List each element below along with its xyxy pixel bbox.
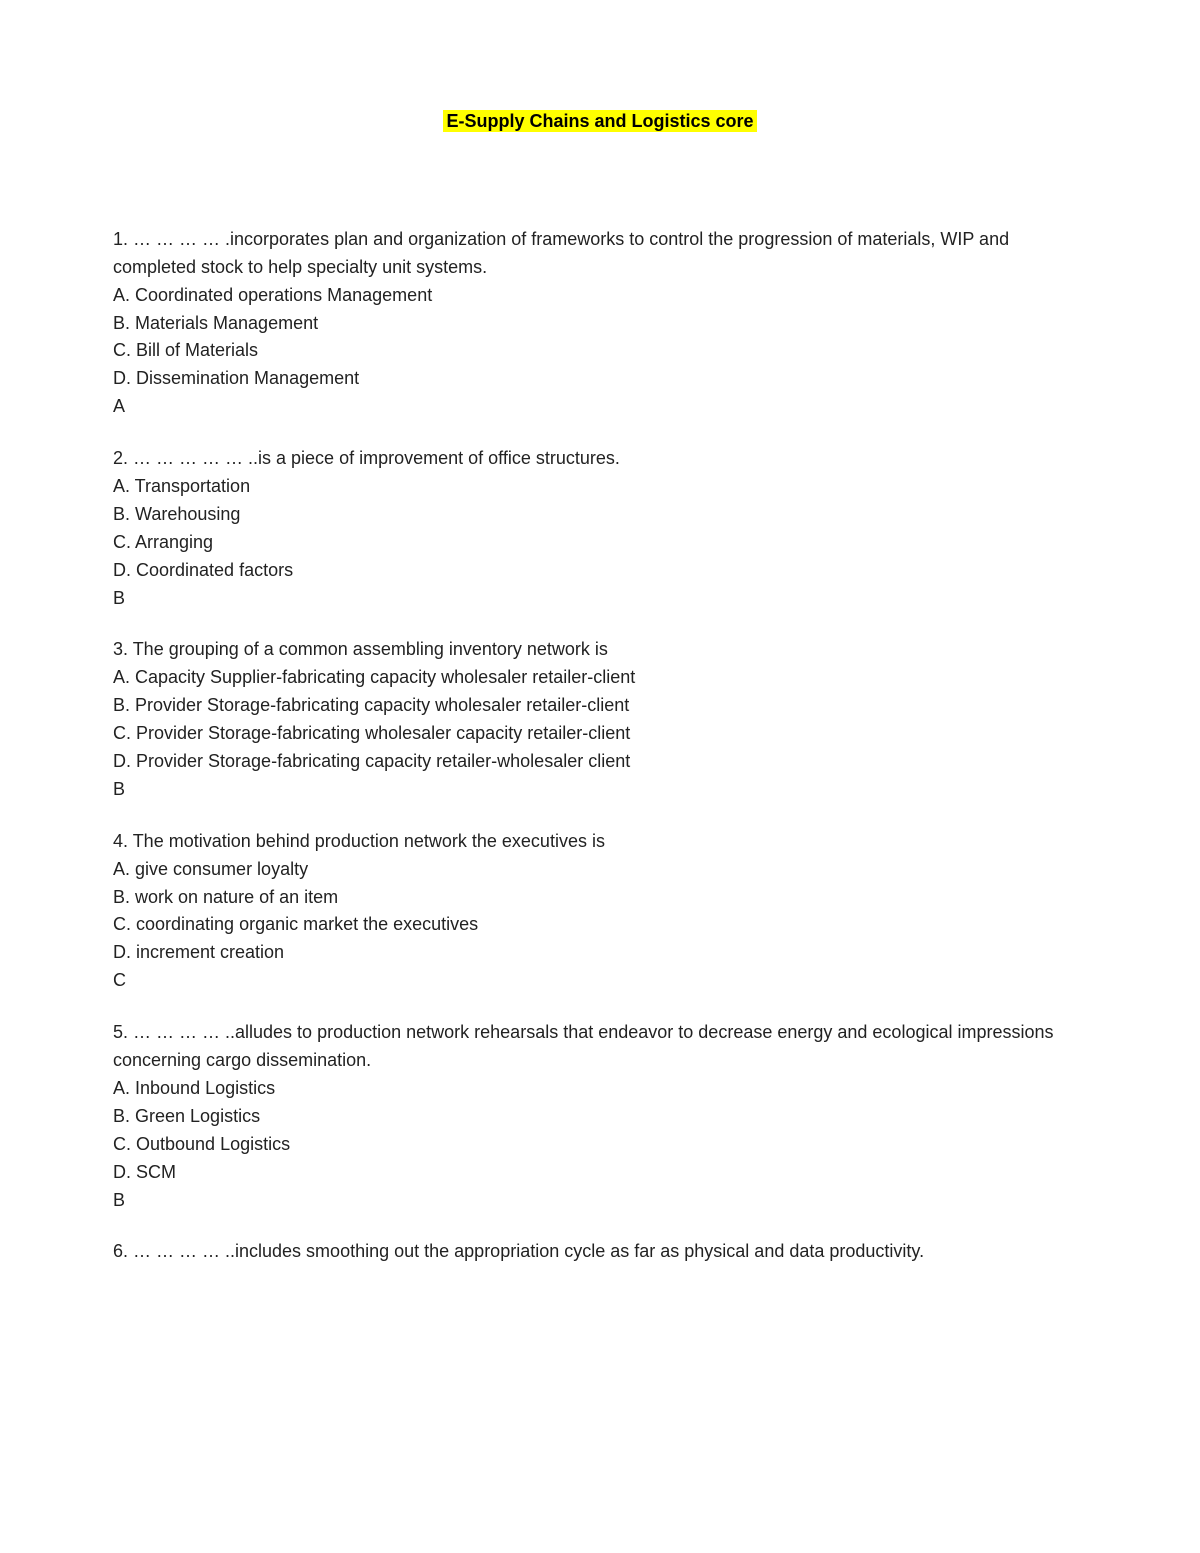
question-option: D. Provider Storage-fabricating capacity… — [113, 748, 1087, 776]
question-prompt: 6. … … … … ..includes smoothing out the … — [113, 1238, 1087, 1266]
page-title: E-Supply Chains and Logistics core — [443, 110, 756, 132]
question-answer: A — [113, 393, 1087, 421]
question-option: D. Coordinated factors — [113, 557, 1087, 585]
question-option: B. Materials Management — [113, 310, 1087, 338]
question-prompt: 1. … … … … .incorporates plan and organi… — [113, 226, 1087, 282]
questions-container: 1. … … … … .incorporates plan and organi… — [113, 226, 1087, 1266]
title-container: E-Supply Chains and Logistics core — [113, 108, 1087, 136]
question-option: A. Transportation — [113, 473, 1087, 501]
question-option: C. Outbound Logistics — [113, 1131, 1087, 1159]
question-option: A. Coordinated operations Management — [113, 282, 1087, 310]
question-block: 1. … … … … .incorporates plan and organi… — [113, 226, 1087, 421]
question-option: B. work on nature of an item — [113, 884, 1087, 912]
question-option: B. Warehousing — [113, 501, 1087, 529]
question-option: C. coordinating organic market the execu… — [113, 911, 1087, 939]
question-option: D. increment creation — [113, 939, 1087, 967]
question-block: 5. … … … … ..alludes to production netwo… — [113, 1019, 1087, 1214]
document-page: E-Supply Chains and Logistics core 1. … … — [0, 0, 1200, 1266]
question-option: C. Arranging — [113, 529, 1087, 557]
question-answer: C — [113, 967, 1087, 995]
question-answer: B — [113, 1187, 1087, 1215]
question-option: A. give consumer loyalty — [113, 856, 1087, 884]
question-prompt: 3. The grouping of a common assembling i… — [113, 636, 1087, 664]
question-option: D. SCM — [113, 1159, 1087, 1187]
question-block: 6. … … … … ..includes smoothing out the … — [113, 1238, 1087, 1266]
question-block: 2. … … … … … ..is a piece of improvement… — [113, 445, 1087, 612]
question-option: D. Dissemination Management — [113, 365, 1087, 393]
question-option: B. Green Logistics — [113, 1103, 1087, 1131]
question-option: A. Capacity Supplier-fabricating capacit… — [113, 664, 1087, 692]
question-option: C. Provider Storage-fabricating wholesal… — [113, 720, 1087, 748]
question-prompt: 4. The motivation behind production netw… — [113, 828, 1087, 856]
question-answer: B — [113, 776, 1087, 804]
question-prompt: 5. … … … … ..alludes to production netwo… — [113, 1019, 1087, 1075]
question-block: 3. The grouping of a common assembling i… — [113, 636, 1087, 803]
question-option: A. Inbound Logistics — [113, 1075, 1087, 1103]
question-block: 4. The motivation behind production netw… — [113, 828, 1087, 995]
question-option: C. Bill of Materials — [113, 337, 1087, 365]
question-answer: B — [113, 585, 1087, 613]
question-option: B. Provider Storage-fabricating capacity… — [113, 692, 1087, 720]
question-prompt: 2. … … … … … ..is a piece of improvement… — [113, 445, 1087, 473]
